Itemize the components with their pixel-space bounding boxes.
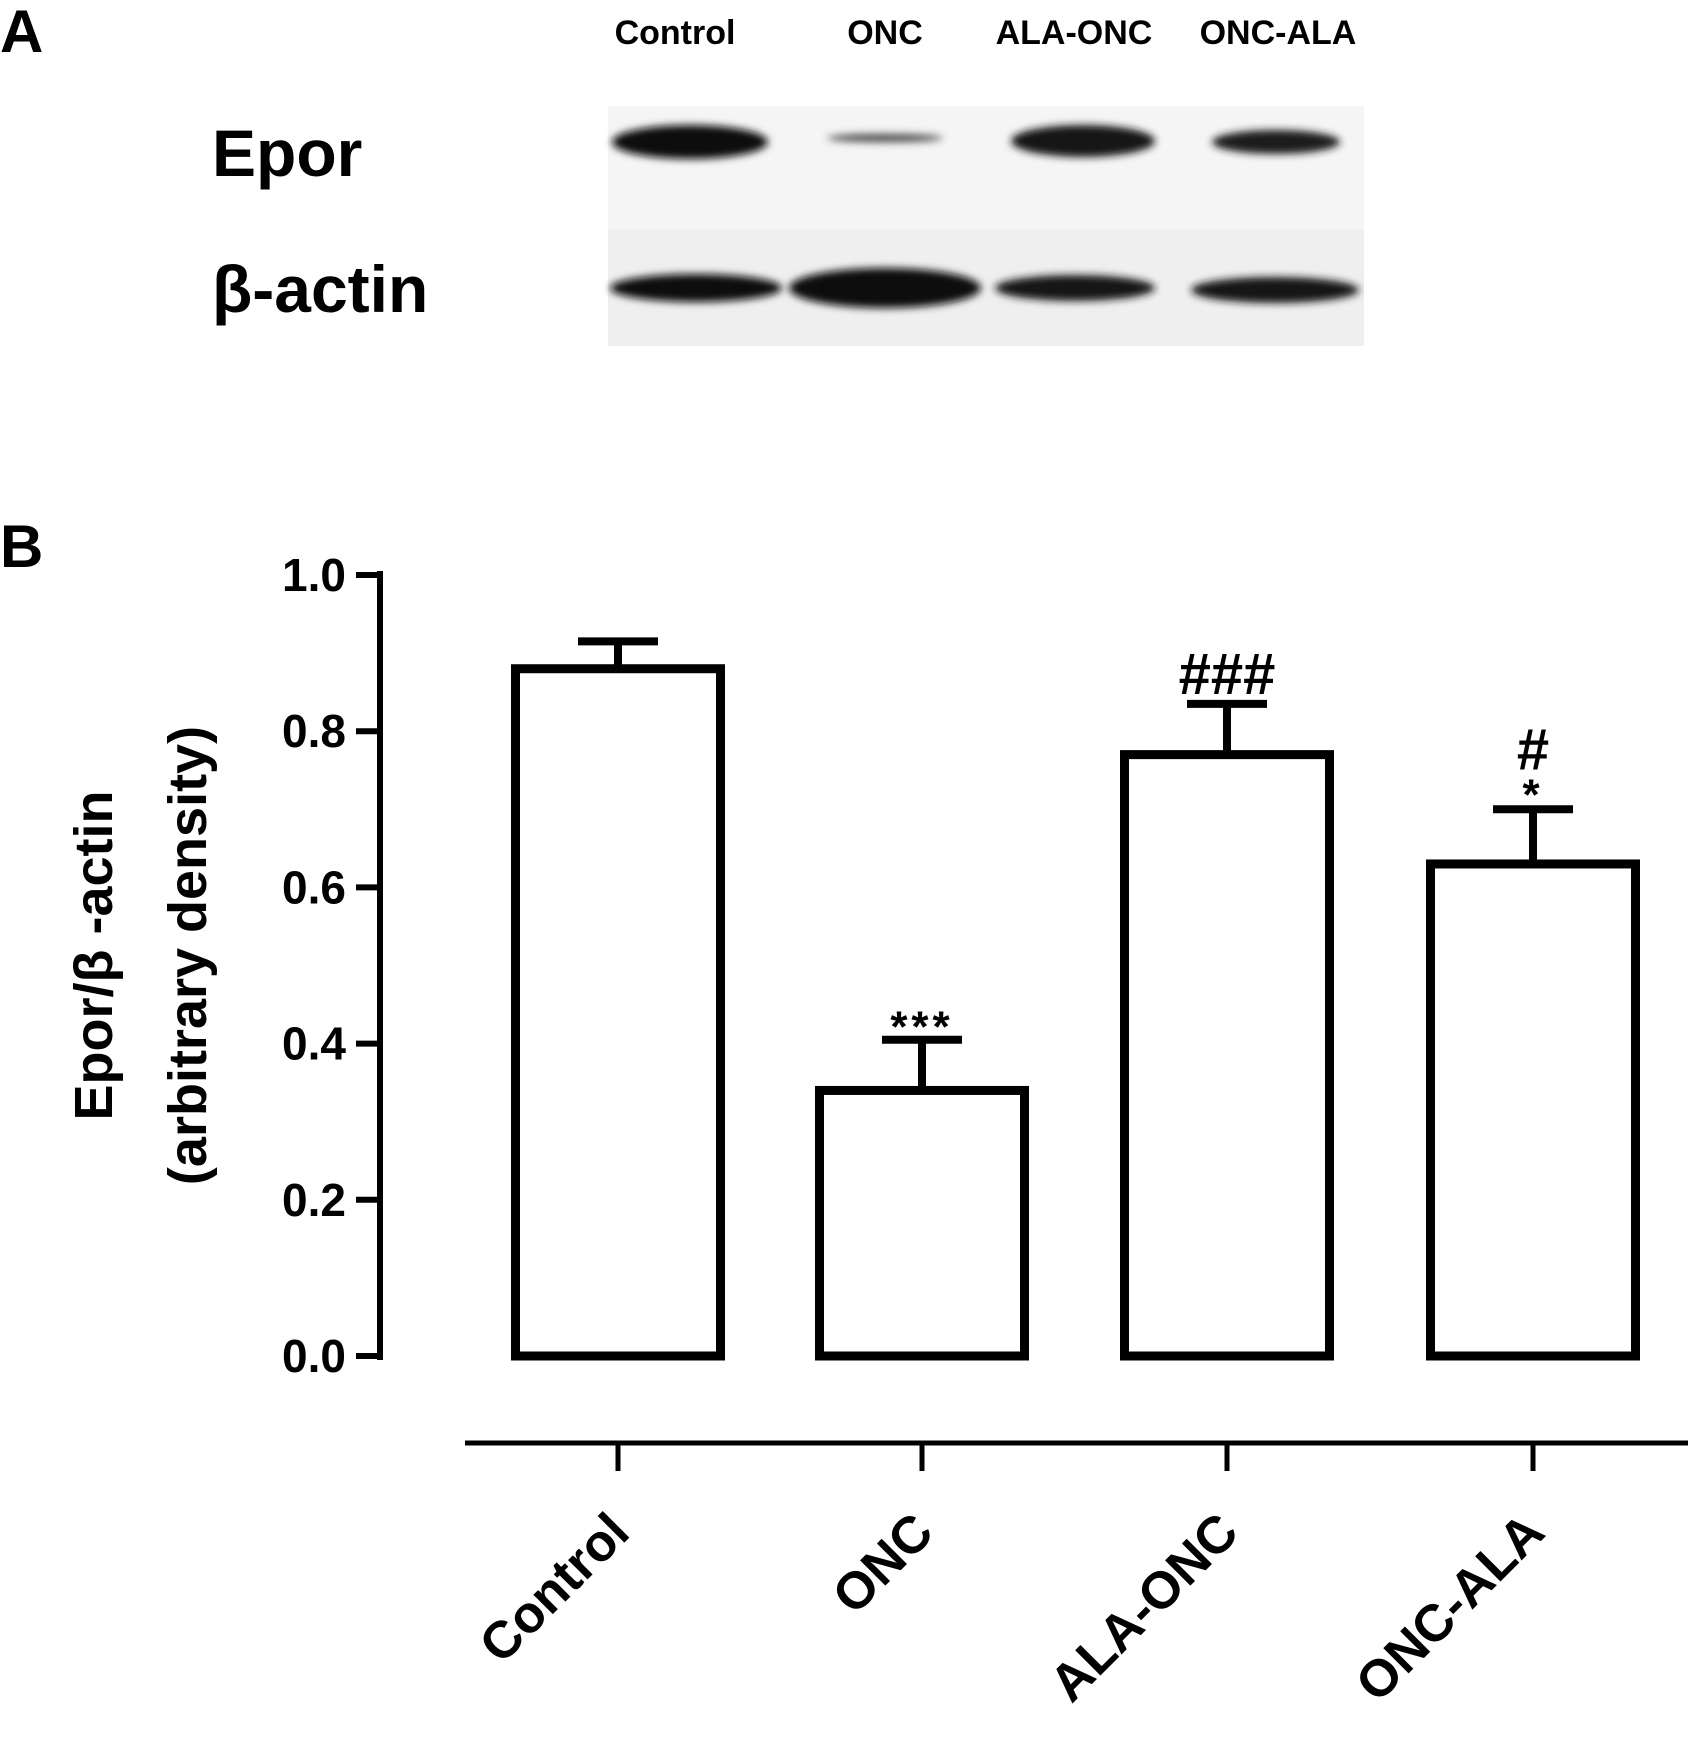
band bbox=[995, 275, 1155, 301]
x-tick-label: ONC-ALA bbox=[1345, 1502, 1556, 1713]
band bbox=[789, 268, 981, 308]
lane-label: ONC bbox=[847, 14, 923, 52]
y-tick-label: 0.2 bbox=[282, 1174, 346, 1226]
y-axis-label: Epor/β -actin bbox=[64, 791, 124, 1121]
significance-label: # bbox=[1517, 717, 1549, 782]
band bbox=[827, 134, 943, 142]
row-label: β-actin bbox=[212, 252, 428, 326]
lane-label: ALA-ONC bbox=[996, 14, 1153, 52]
significance-label: *** bbox=[890, 1003, 953, 1052]
band bbox=[610, 274, 782, 302]
y-tick-label: 0.6 bbox=[282, 861, 346, 913]
bar bbox=[815, 1085, 1029, 1361]
x-tick-label: ONC bbox=[822, 1502, 945, 1625]
lane-label: ONC-ALA bbox=[1200, 14, 1357, 52]
bar-chart: 0.0 0.2 0.4 0.6 0.8 1.0 Epor/β -actin (arbitrar… bbox=[64, 549, 1688, 1713]
bar bbox=[511, 664, 725, 1361]
y-axis-label: (arbitrary density) bbox=[158, 726, 218, 1185]
y-tick-label: 0.4 bbox=[282, 1018, 346, 1070]
band bbox=[1011, 125, 1155, 157]
panel-label: A bbox=[0, 0, 43, 65]
significance-label: ### bbox=[1179, 642, 1276, 707]
band bbox=[1191, 277, 1359, 303]
band bbox=[1212, 130, 1340, 154]
significance-label: * bbox=[1522, 770, 1543, 819]
x-tick-label: Control bbox=[469, 1502, 641, 1674]
bar bbox=[1120, 750, 1334, 1361]
blot bbox=[608, 106, 1364, 346]
bar bbox=[1426, 859, 1640, 1361]
band bbox=[612, 125, 768, 159]
row-label: Epor bbox=[212, 116, 362, 190]
panel-label: B bbox=[0, 513, 43, 580]
y-tick-label: 0.8 bbox=[282, 705, 346, 757]
lane-label: Control bbox=[615, 14, 736, 52]
x-tick-label: ALA-ONC bbox=[1039, 1502, 1250, 1713]
y-tick-label: 0.0 bbox=[282, 1330, 346, 1382]
y-tick-label: 1.0 bbox=[282, 549, 346, 601]
